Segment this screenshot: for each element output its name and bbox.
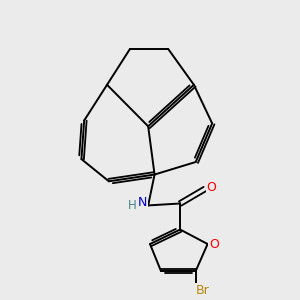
- Text: O: O: [207, 181, 217, 194]
- Text: N: N: [138, 196, 147, 209]
- Text: H: H: [128, 199, 137, 212]
- Text: O: O: [209, 238, 219, 250]
- Text: Br: Br: [196, 284, 209, 297]
